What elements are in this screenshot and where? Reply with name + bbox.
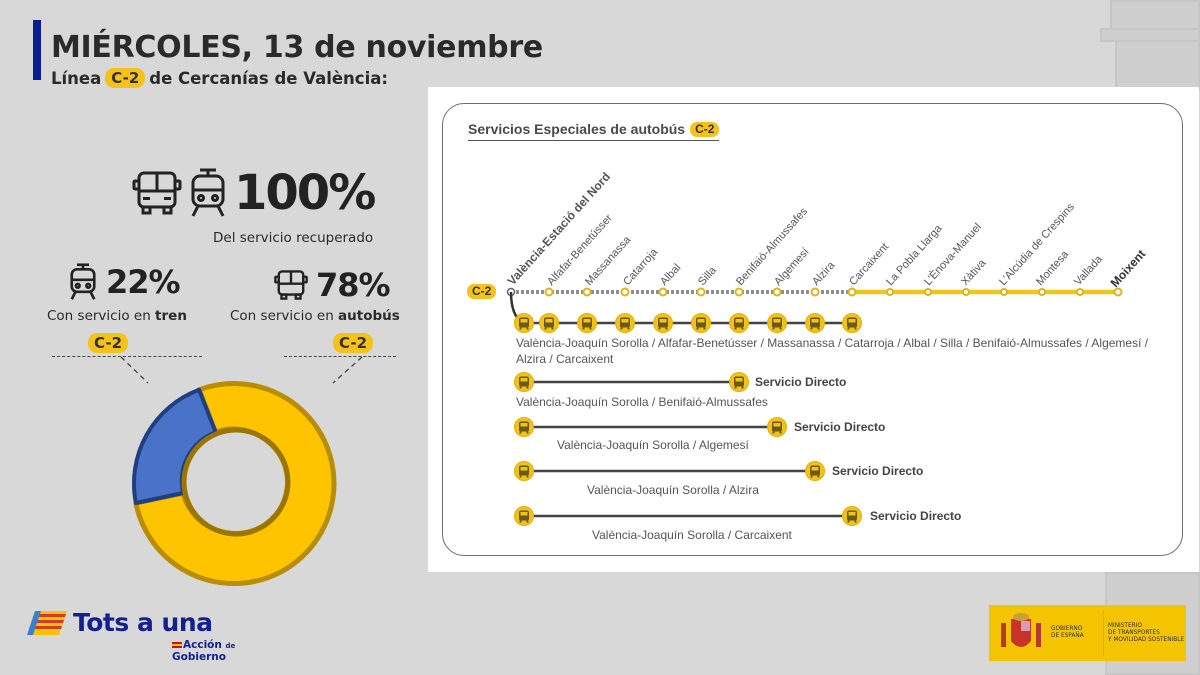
bus-icon	[274, 270, 308, 300]
panel-title-badge: C-2	[690, 121, 720, 137]
bus-stat: 78%	[274, 266, 391, 304]
bus-services-card: Servicios Especiales de autobús C-2 C-2 …	[442, 103, 1183, 556]
gov-line-2: DE ESPAÑA	[1051, 633, 1084, 639]
train-icon	[70, 263, 96, 300]
min-line-1: MINISTERIO	[1108, 622, 1142, 629]
train-label-prefix: Con servicio en	[47, 308, 151, 324]
bus-services-panel: Servicios Especiales de autobús C-2 C-2 …	[428, 87, 1199, 572]
panel-title: Servicios Especiales de autobús C-2	[468, 121, 720, 141]
accion-text: Acción	[183, 639, 222, 651]
pointer-lines	[120, 356, 363, 384]
train-label: Con servicio en tren	[47, 308, 187, 324]
route-line-badge: C-2	[467, 284, 497, 299]
logo-divider	[1103, 610, 1104, 656]
route-2-type: Servicio Directo	[755, 375, 847, 389]
service-donut-chart	[132, 381, 337, 586]
train-stat: 22%	[68, 263, 181, 301]
route-2-stops: València-Joaquín Sorolla / Benifaió-Almu…	[516, 395, 768, 409]
route-3-stops: València-Joaquín Sorolla / Algemesí	[557, 438, 749, 452]
bus-value: 78%	[316, 266, 391, 304]
route-1-stops-line2: Alzira / Carcaixent	[516, 351, 614, 366]
gobierno-espana-text: GOBIERNO DE ESPAÑA	[1051, 626, 1099, 640]
de-text: de	[225, 642, 236, 650]
coat-of-arms-icon	[1001, 613, 1041, 647]
tots-a-una-logo: Tots a una	[27, 608, 213, 637]
accion-gobierno-logo: Acción de Gobierno	[172, 640, 235, 663]
route-5-stops: València-Joaquín Sorolla / Carcaixent	[592, 528, 792, 542]
route-4-type: Servicio Directo	[832, 464, 924, 478]
page-title: MIÉRCOLES, 13 de noviembre	[51, 30, 543, 65]
route-1-stops-line1: València-Joaquín Sorolla / Alfafar-Benet…	[516, 336, 1149, 350]
total-label: Del servicio recuperado	[213, 230, 374, 246]
bus-dashed-line	[284, 356, 396, 357]
gov-line-1: GOBIERNO	[1051, 626, 1083, 632]
train-icon	[191, 168, 225, 217]
gobierno-text: Gobierno	[172, 651, 226, 663]
bus-label: Con servicio en autobús	[230, 308, 400, 324]
route-5-type: Servicio Directo	[870, 509, 962, 523]
route-diagram	[506, 287, 1123, 526]
page-subtitle: Línea C-2 de Cercanías de València:	[51, 68, 388, 88]
bus-line-badge: C-2	[333, 333, 374, 353]
total-value: 100%	[234, 165, 376, 221]
min-line-3: Y MOVILIDAD SOSTENIBLE	[1108, 636, 1185, 643]
total-service-stat: 100%	[132, 165, 376, 221]
train-line-badge: C-2	[88, 333, 129, 353]
subtitle-prefix: Línea	[51, 68, 102, 88]
senyera-flag-icon	[27, 610, 67, 635]
accent-bar	[33, 20, 41, 80]
route-1-stops: València-Joaquín Sorolla / Alfafar-Benet…	[516, 336, 1148, 367]
line-badge: C-2	[105, 68, 146, 88]
train-dashed-line	[52, 356, 202, 357]
train-label-bold: tren	[155, 308, 187, 324]
route-3-type: Servicio Directo	[794, 420, 886, 434]
train-value: 22%	[106, 263, 181, 301]
min-line-2: DE TRANSPORTES	[1108, 629, 1160, 636]
bus-label-prefix: Con servicio en	[230, 308, 334, 324]
ministry-logo: GOBIERNO DE ESPAÑA MINISTERIO DE TRANSPO…	[989, 605, 1186, 661]
panel-title-text: Servicios Especiales de autobús	[468, 121, 686, 137]
brand-text: Tots a una	[73, 608, 213, 637]
bus-icon	[132, 171, 182, 215]
route-4-stops: València-Joaquín Sorolla / Alzira	[587, 483, 759, 497]
bus-label-bold: autobús	[338, 308, 400, 324]
ministerio-text: MINISTERIO DE TRANSPORTES Y MOVILIDAD SO…	[1108, 623, 1184, 644]
subtitle-suffix: de Cercanías de València:	[149, 68, 388, 88]
